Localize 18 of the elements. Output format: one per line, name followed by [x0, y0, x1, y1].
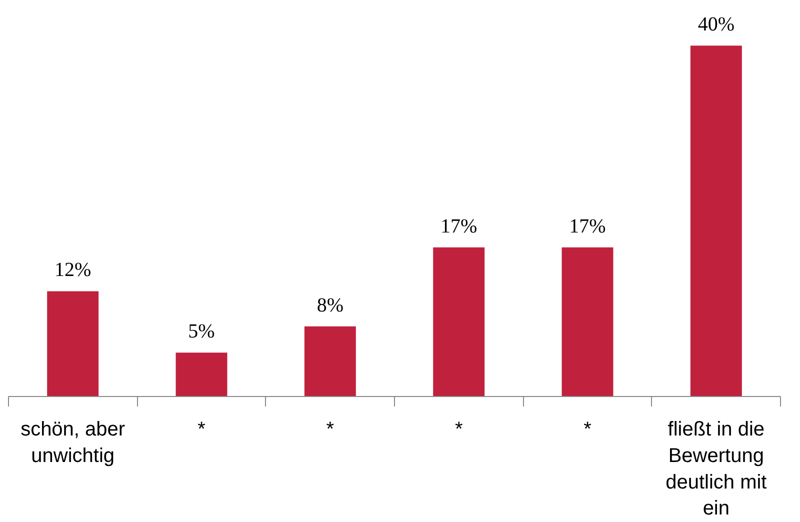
x-tick-label: * [454, 418, 463, 440]
x-tick-label: * [198, 418, 206, 440]
bar [562, 247, 614, 396]
data-label: 17% [440, 215, 478, 238]
data-label: 8% [316, 294, 344, 316]
bar [690, 46, 742, 396]
data-label: 40% [698, 14, 735, 36]
x-tick-label: schön, aber unwichtig [20, 418, 126, 467]
data-label: 17% [569, 215, 606, 238]
bar [433, 247, 485, 396]
x-tick-label: * [326, 418, 334, 440]
bar [176, 352, 228, 396]
x-tick-label: * [584, 418, 592, 440]
data-label: 12% [54, 259, 92, 282]
data-label: 5% [188, 320, 215, 343]
x-tick-label: fließt in die Bewertung deutlich mit ein [666, 418, 768, 520]
bar [304, 326, 356, 396]
bar [47, 291, 99, 396]
